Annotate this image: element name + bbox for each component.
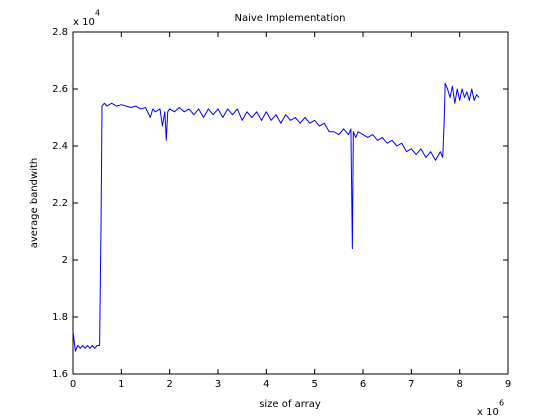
x-tick-label: 7 — [408, 379, 414, 390]
x-tick-label: 2 — [166, 379, 172, 390]
y-exponent: 4 — [95, 9, 100, 18]
y-tick-label: 2.2 — [52, 198, 68, 209]
y-tick-label: 1.8 — [52, 312, 68, 323]
x-multiplier: x 10 — [477, 407, 499, 418]
chart-title: Naive Implementation — [234, 13, 345, 24]
x-tick-label: 9 — [505, 379, 511, 390]
y-tick-label: 2.4 — [52, 141, 68, 152]
x-tick-label: 6 — [360, 379, 366, 390]
x-tick-label: 8 — [456, 379, 462, 390]
y-multiplier: x 10 — [73, 17, 95, 28]
y-axis-label: average bandwith — [29, 158, 40, 249]
data-line — [72, 82, 480, 352]
y-tick-label: 1.6 — [52, 369, 68, 380]
y-tick-label: 2.6 — [52, 84, 68, 95]
y-tick-label: 2 — [62, 255, 68, 266]
x-tick-label: 4 — [263, 379, 269, 390]
x-axis-label: size of array — [259, 399, 321, 410]
y-tick-label: 2.8 — [52, 27, 68, 38]
x-tick-label: 0 — [70, 379, 76, 390]
x-tick-label: 5 — [311, 379, 317, 390]
x-tick-label: 1 — [118, 379, 124, 390]
x-tick-label: 3 — [215, 379, 221, 390]
plot-frame — [72, 31, 509, 375]
x-exponent: 6 — [499, 399, 504, 408]
